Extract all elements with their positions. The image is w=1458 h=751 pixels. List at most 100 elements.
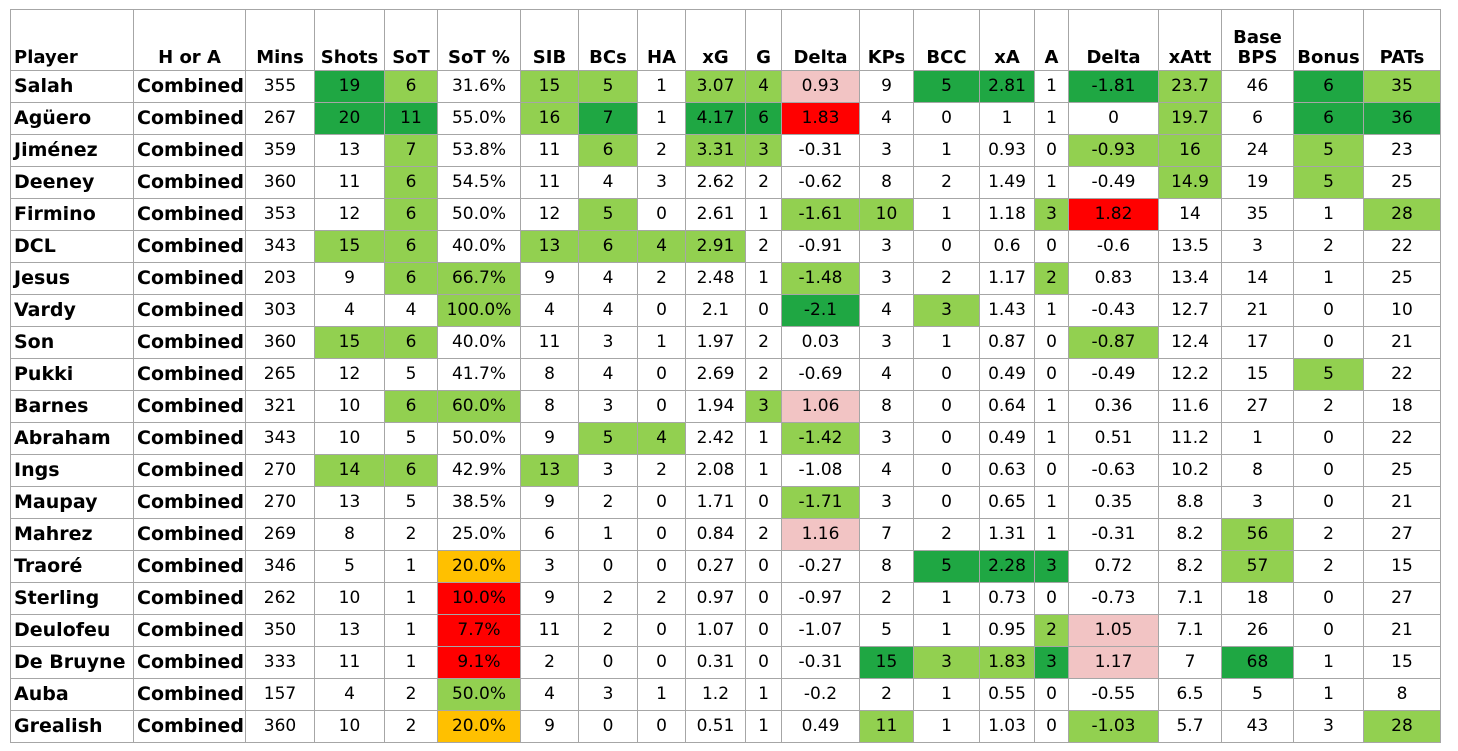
cell-h-or-a: Combined <box>133 326 246 359</box>
cell-bcs: 1 <box>578 518 638 551</box>
cell-base-bps: 19 <box>1221 166 1294 199</box>
table-row: Vardy Combined 303 4 4 100.0% 4 4 0 2.1 0 -2.1 4 3 1.4… <box>10 294 1441 327</box>
cell-player: Sterling <box>10 582 134 615</box>
cell-ha: 0 <box>637 390 686 423</box>
cell-g-delta: -0.69 <box>781 358 860 391</box>
cell-pats: 25 <box>1363 454 1441 487</box>
header-shots: Shots <box>314 9 385 71</box>
cell-a-delta: -1.81 <box>1068 70 1159 103</box>
header-a-delta: Delta <box>1068 9 1159 71</box>
cell-xatt: 14 <box>1158 198 1222 231</box>
cell-xa: 0.64 <box>979 390 1035 423</box>
cell-xatt: 8.8 <box>1158 486 1222 519</box>
cell-g-delta: -0.31 <box>781 134 860 167</box>
cell-a-delta: -0.73 <box>1068 582 1159 615</box>
cell-kps: 2 <box>859 582 914 615</box>
cell-mins: 203 <box>245 262 315 295</box>
cell-pats: 21 <box>1363 614 1441 647</box>
cell-bonus: 2 <box>1293 230 1364 263</box>
cell-h-or-a: Combined <box>133 230 246 263</box>
cell-sib: 6 <box>520 518 579 551</box>
cell-bcs: 5 <box>578 198 638 231</box>
cell-xatt: 8.2 <box>1158 550 1222 583</box>
cell-shots: 10 <box>314 710 385 743</box>
cell-player: Deulofeu <box>10 614 134 647</box>
cell-xatt: 13.4 <box>1158 262 1222 295</box>
cell-xatt: 14.9 <box>1158 166 1222 199</box>
cell-a-delta: 1.17 <box>1068 646 1159 679</box>
cell-mins: 343 <box>245 230 315 263</box>
cell-shots: 12 <box>314 358 385 391</box>
cell-sot-pct: 25.0% <box>437 518 521 551</box>
cell-shots: 10 <box>314 582 385 615</box>
cell-sot: 6 <box>384 326 438 359</box>
cell-kps: 8 <box>859 550 914 583</box>
cell-bcc: 1 <box>913 134 980 167</box>
cell-bcc: 3 <box>913 294 980 327</box>
cell-bcc: 5 <box>913 550 980 583</box>
cell-mins: 360 <box>245 710 315 743</box>
cell-xa: 1 <box>979 102 1035 135</box>
cell-g-delta: 0.93 <box>781 70 860 103</box>
cell-sib: 9 <box>520 710 579 743</box>
cell-pats: 22 <box>1363 358 1441 391</box>
cell-bonus: 1 <box>1293 198 1364 231</box>
cell-sot-pct: 9.1% <box>437 646 521 679</box>
cell-g: 6 <box>745 102 782 135</box>
table-row: Jesus Combined 203 9 6 66.7% 9 4 2 2.48 1 -1.48 3 2 1.… <box>10 262 1441 295</box>
cell-xg: 2.62 <box>685 166 746 199</box>
cell-xa: 1.49 <box>979 166 1035 199</box>
cell-bcc: 2 <box>913 262 980 295</box>
cell-ha: 0 <box>637 198 686 231</box>
cell-bcs: 3 <box>578 454 638 487</box>
cell-xa: 0.55 <box>979 678 1035 711</box>
cell-bcs: 7 <box>578 102 638 135</box>
cell-ha: 0 <box>637 486 686 519</box>
cell-sib: 4 <box>520 678 579 711</box>
cell-ha: 0 <box>637 614 686 647</box>
cell-h-or-a: Combined <box>133 262 246 295</box>
cell-h-or-a: Combined <box>133 518 246 551</box>
cell-g-delta: -1.48 <box>781 262 860 295</box>
cell-mins: 262 <box>245 582 315 615</box>
cell-sib: 11 <box>520 326 579 359</box>
cell-bonus: 2 <box>1293 390 1364 423</box>
header-xg: xG <box>685 9 746 71</box>
cell-base-bps: 57 <box>1221 550 1294 583</box>
cell-kps: 4 <box>859 358 914 391</box>
cell-shots: 13 <box>314 486 385 519</box>
cell-bonus: 2 <box>1293 518 1364 551</box>
cell-sot: 5 <box>384 486 438 519</box>
cell-g: 0 <box>745 486 782 519</box>
cell-kps: 7 <box>859 518 914 551</box>
cell-kps: 3 <box>859 262 914 295</box>
table-row: Ings Combined 270 14 6 42.9% 13 3 2 2.08 1 -1.08 4 0 0… <box>10 454 1441 487</box>
cell-bonus: 0 <box>1293 326 1364 359</box>
cell-xa: 0.49 <box>979 422 1035 455</box>
cell-bonus: 1 <box>1293 678 1364 711</box>
cell-sot-pct: 7.7% <box>437 614 521 647</box>
cell-ha: 0 <box>637 294 686 327</box>
cell-pats: 10 <box>1363 294 1441 327</box>
cell-h-or-a: Combined <box>133 198 246 231</box>
cell-xatt: 5.7 <box>1158 710 1222 743</box>
cell-mins: 321 <box>245 390 315 423</box>
cell-ha: 1 <box>637 326 686 359</box>
cell-xatt: 11.2 <box>1158 422 1222 455</box>
cell-ha: 0 <box>637 710 686 743</box>
cell-bcc: 0 <box>913 358 980 391</box>
cell-bcs: 4 <box>578 358 638 391</box>
cell-g: 1 <box>745 710 782 743</box>
cell-ha: 2 <box>637 454 686 487</box>
cell-sib: 8 <box>520 358 579 391</box>
table-row: Auba Combined 157 4 2 50.0% 4 3 1 1.2 1 -0.2 2 1 0.55 0… <box>10 678 1441 711</box>
cell-bonus: 1 <box>1293 262 1364 295</box>
cell-bcc: 0 <box>913 102 980 135</box>
cell-xa: 0.49 <box>979 358 1035 391</box>
cell-ha: 0 <box>637 358 686 391</box>
cell-sot-pct: 10.0% <box>437 582 521 615</box>
cell-sot: 11 <box>384 102 438 135</box>
cell-a-delta: -0.87 <box>1068 326 1159 359</box>
cell-g: 2 <box>745 326 782 359</box>
cell-bonus: 5 <box>1293 166 1364 199</box>
